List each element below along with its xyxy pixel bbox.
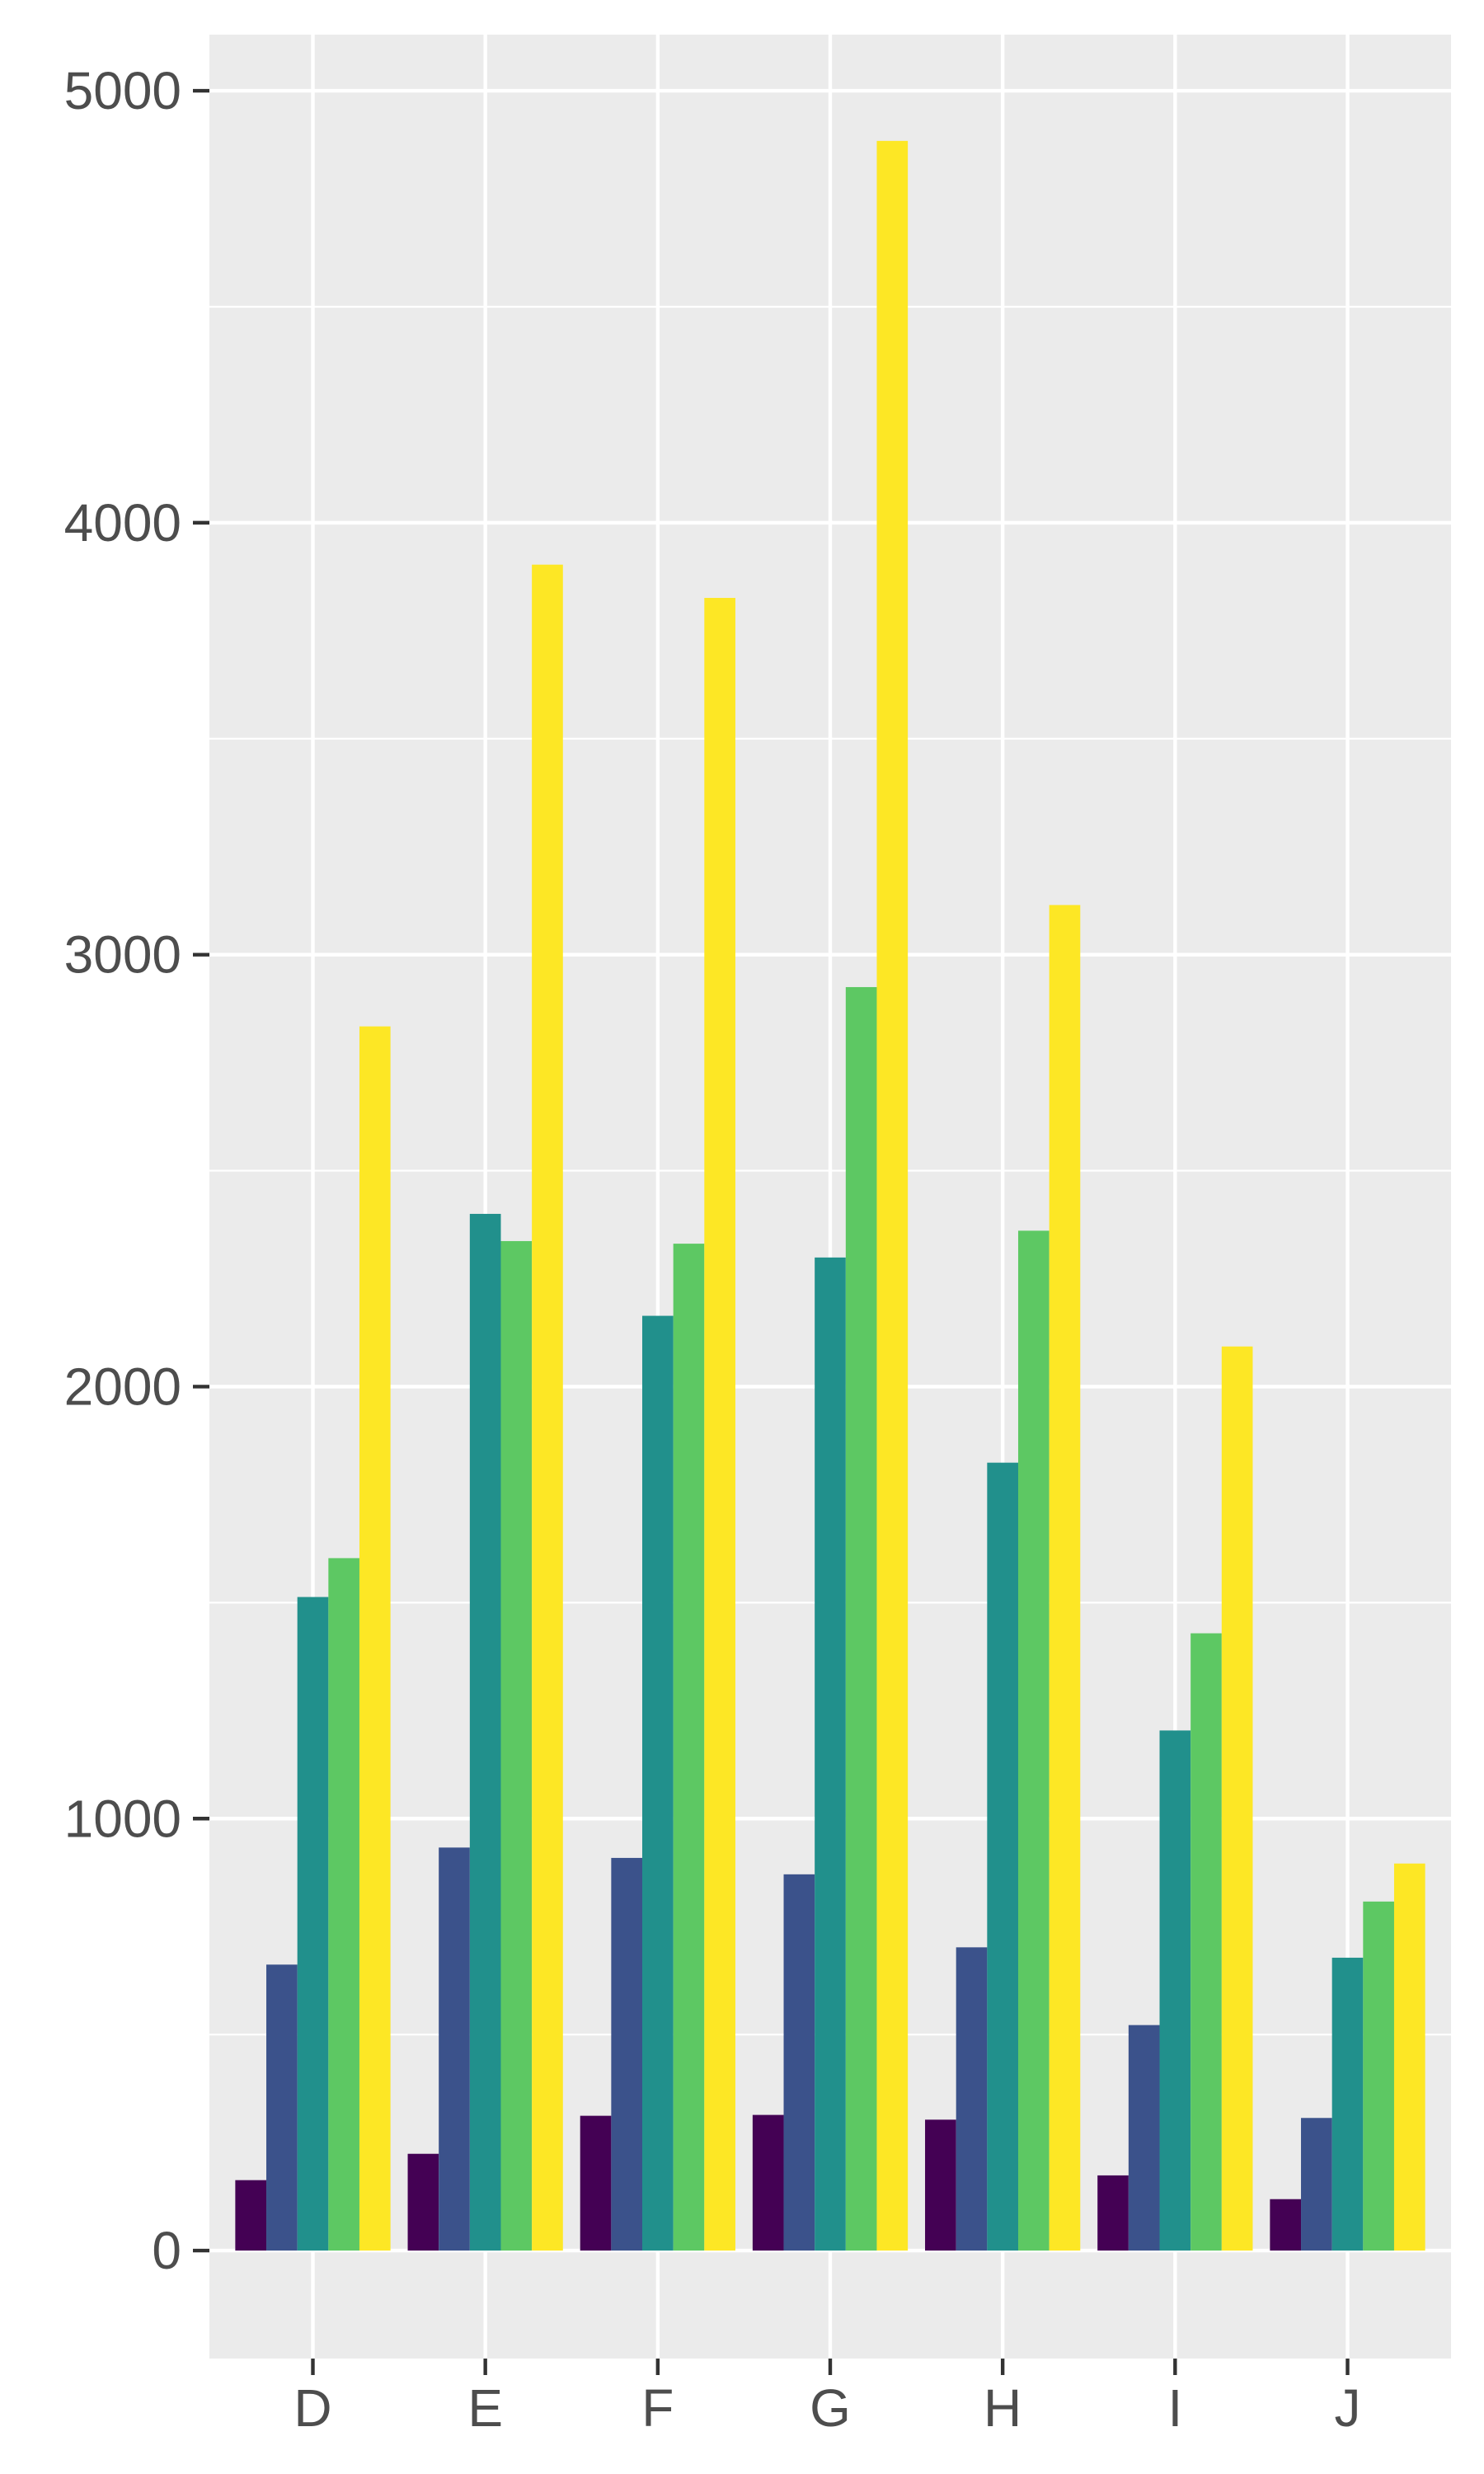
bar bbox=[1128, 2025, 1160, 2251]
bar bbox=[1363, 1901, 1394, 2251]
y-tick-label: 1000 bbox=[64, 1789, 181, 1848]
bar bbox=[1097, 2175, 1129, 2251]
bar bbox=[1301, 2118, 1332, 2251]
bar bbox=[359, 1026, 391, 2251]
bar bbox=[925, 2119, 956, 2251]
y-tick-label: 2000 bbox=[64, 1357, 181, 1416]
bar bbox=[500, 1240, 533, 2251]
bar bbox=[1159, 1730, 1191, 2251]
bar bbox=[815, 1257, 846, 2251]
y-tick-label: 3000 bbox=[64, 925, 181, 985]
bar bbox=[1393, 1863, 1425, 2251]
bar bbox=[439, 1847, 470, 2251]
bar bbox=[1017, 1230, 1050, 2251]
y-axis: 0 1000 2000 3000 4000 5000 bbox=[64, 61, 209, 2280]
bar bbox=[673, 1244, 705, 2251]
bar bbox=[956, 1947, 988, 2251]
bar bbox=[1270, 2199, 1302, 2251]
bar bbox=[704, 598, 735, 2251]
bar bbox=[642, 1315, 674, 2251]
x-tick-label: F bbox=[641, 2378, 674, 2438]
bar bbox=[1049, 905, 1081, 2251]
bar bbox=[1190, 1633, 1222, 2251]
bar bbox=[297, 1597, 329, 2251]
x-tick-label: G bbox=[810, 2378, 851, 2438]
bar bbox=[1331, 1957, 1364, 2251]
x-tick-label: E bbox=[467, 2378, 503, 2438]
bars-group bbox=[235, 140, 1425, 2251]
bar bbox=[328, 1558, 359, 2251]
bar bbox=[407, 2153, 439, 2251]
x-axis: D E F G H I J bbox=[294, 2359, 1361, 2438]
bar bbox=[752, 2114, 784, 2251]
bar bbox=[532, 564, 563, 2251]
x-tick-label: I bbox=[1167, 2378, 1182, 2438]
bar bbox=[235, 2180, 267, 2251]
bar bbox=[845, 986, 877, 2251]
bar bbox=[876, 140, 909, 2251]
x-tick-label: H bbox=[984, 2378, 1021, 2438]
bar bbox=[783, 1874, 815, 2251]
bar bbox=[469, 1213, 501, 2251]
bar bbox=[266, 1964, 298, 2251]
bar bbox=[987, 1462, 1018, 2251]
x-tick-label: J bbox=[1335, 2378, 1361, 2438]
x-tick-label: D bbox=[294, 2378, 331, 2438]
y-tick-label: 0 bbox=[152, 2221, 181, 2280]
bar bbox=[611, 1857, 643, 2251]
bar bbox=[580, 2115, 612, 2251]
y-tick-label: 4000 bbox=[64, 493, 181, 553]
y-tick-label: 5000 bbox=[64, 61, 181, 120]
bar bbox=[1221, 1346, 1253, 2251]
